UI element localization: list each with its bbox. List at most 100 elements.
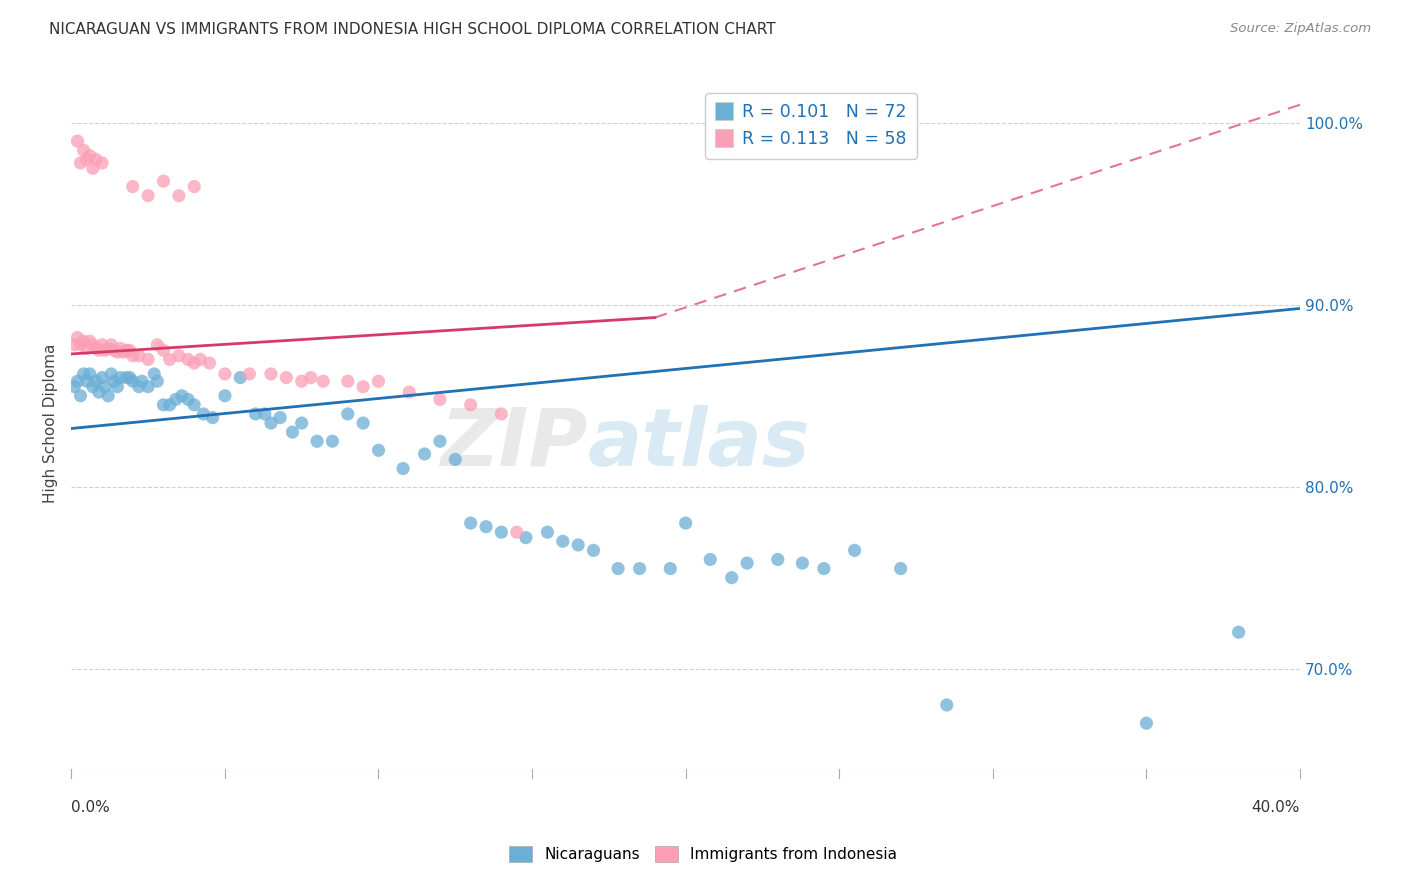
Point bbox=[103, 374, 125, 388]
Point bbox=[72, 334, 94, 349]
Point bbox=[551, 534, 574, 549]
Point bbox=[844, 543, 866, 558]
Point bbox=[735, 556, 758, 570]
Point bbox=[105, 379, 128, 393]
Y-axis label: High School Diploma: High School Diploma bbox=[44, 343, 58, 503]
Point bbox=[136, 188, 159, 202]
Point bbox=[336, 407, 359, 421]
Point bbox=[94, 379, 117, 393]
Point bbox=[87, 385, 110, 400]
Point bbox=[238, 367, 260, 381]
Point bbox=[336, 374, 359, 388]
Point bbox=[720, 571, 742, 585]
Point bbox=[115, 370, 138, 384]
Point bbox=[491, 407, 513, 421]
Point bbox=[121, 349, 143, 363]
Point bbox=[110, 370, 132, 384]
Point bbox=[69, 389, 91, 403]
Point bbox=[72, 367, 94, 381]
Point bbox=[66, 374, 89, 388]
Text: 0.0%: 0.0% bbox=[72, 800, 110, 814]
Point bbox=[146, 338, 169, 352]
Point bbox=[118, 343, 141, 358]
Text: NICARAGUAN VS IMMIGRANTS FROM INDONESIA HIGH SCHOOL DIPLOMA CORRELATION CHART: NICARAGUAN VS IMMIGRANTS FROM INDONESIA … bbox=[49, 22, 776, 37]
Point bbox=[105, 345, 128, 359]
Point bbox=[152, 398, 174, 412]
Point bbox=[76, 374, 98, 388]
Point bbox=[792, 556, 814, 570]
Point bbox=[110, 342, 132, 356]
Point bbox=[87, 343, 110, 358]
Point bbox=[281, 425, 304, 439]
Point bbox=[97, 342, 120, 356]
Point bbox=[72, 143, 94, 157]
Point bbox=[429, 392, 451, 407]
Point bbox=[143, 367, 166, 381]
Point bbox=[352, 379, 374, 393]
Point bbox=[66, 330, 89, 344]
Point bbox=[567, 538, 589, 552]
Point bbox=[276, 370, 298, 384]
Point bbox=[429, 434, 451, 449]
Point bbox=[312, 374, 335, 388]
Point bbox=[506, 525, 529, 540]
Point bbox=[84, 153, 107, 167]
Point bbox=[152, 174, 174, 188]
Point bbox=[79, 149, 101, 163]
Point bbox=[118, 370, 141, 384]
Point bbox=[165, 392, 187, 407]
Point bbox=[69, 338, 91, 352]
Point bbox=[321, 434, 343, 449]
Point bbox=[392, 461, 415, 475]
Point bbox=[367, 374, 389, 388]
Point bbox=[398, 385, 420, 400]
Point bbox=[193, 407, 215, 421]
Point bbox=[890, 561, 912, 575]
Point bbox=[79, 367, 101, 381]
Point bbox=[659, 561, 682, 575]
Point bbox=[536, 525, 558, 540]
Point bbox=[299, 370, 322, 384]
Point bbox=[188, 352, 211, 367]
Legend: Nicaraguans, Immigrants from Indonesia: Nicaraguans, Immigrants from Indonesia bbox=[503, 840, 903, 868]
Text: Source: ZipAtlas.com: Source: ZipAtlas.com bbox=[1230, 22, 1371, 36]
Point bbox=[82, 161, 104, 176]
Point bbox=[260, 367, 283, 381]
Point bbox=[214, 389, 236, 403]
Point bbox=[813, 561, 835, 575]
Legend: R = 0.101   N = 72, R = 0.113   N = 58: R = 0.101 N = 72, R = 0.113 N = 58 bbox=[706, 93, 917, 159]
Point bbox=[201, 410, 224, 425]
Point bbox=[136, 379, 159, 393]
Point bbox=[121, 179, 143, 194]
Point bbox=[460, 516, 482, 530]
Point bbox=[766, 552, 789, 566]
Point bbox=[699, 552, 721, 566]
Point bbox=[229, 370, 252, 384]
Point bbox=[515, 531, 537, 545]
Point bbox=[214, 367, 236, 381]
Point bbox=[97, 389, 120, 403]
Point bbox=[177, 392, 200, 407]
Text: 40.0%: 40.0% bbox=[1251, 800, 1301, 814]
Point bbox=[159, 398, 181, 412]
Point bbox=[100, 338, 122, 352]
Point bbox=[367, 443, 389, 458]
Point bbox=[167, 349, 190, 363]
Point bbox=[253, 407, 276, 421]
Point bbox=[121, 374, 143, 388]
Point bbox=[82, 338, 104, 352]
Point bbox=[91, 156, 114, 170]
Point bbox=[152, 343, 174, 358]
Point bbox=[460, 398, 482, 412]
Point bbox=[291, 416, 314, 430]
Point bbox=[307, 434, 329, 449]
Point bbox=[269, 410, 291, 425]
Point bbox=[91, 338, 114, 352]
Point bbox=[245, 407, 267, 421]
Point bbox=[675, 516, 697, 530]
Point bbox=[115, 343, 138, 358]
Point bbox=[76, 342, 98, 356]
Point bbox=[444, 452, 467, 467]
Point bbox=[100, 367, 122, 381]
Point bbox=[63, 379, 86, 393]
